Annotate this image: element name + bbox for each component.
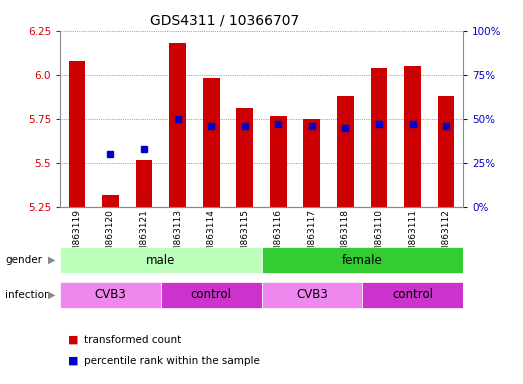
Bar: [303, 119, 320, 207]
Text: male: male: [146, 254, 176, 266]
Text: transformed count: transformed count: [84, 335, 181, 345]
Text: ■: ■: [68, 335, 78, 345]
Bar: [236, 108, 253, 207]
Bar: [102, 195, 119, 207]
Text: infection: infection: [5, 290, 51, 300]
Bar: [337, 96, 354, 207]
Text: gender: gender: [5, 255, 42, 265]
Text: control: control: [392, 288, 433, 301]
Text: CVB3: CVB3: [296, 288, 328, 301]
Bar: [135, 160, 152, 207]
Text: percentile rank within the sample: percentile rank within the sample: [84, 356, 259, 366]
Bar: [404, 66, 421, 207]
Bar: [60, 247, 262, 273]
Bar: [60, 282, 161, 308]
Bar: [169, 43, 186, 207]
Text: ▶: ▶: [48, 290, 55, 300]
Bar: [371, 68, 388, 207]
Bar: [262, 247, 463, 273]
Text: CVB3: CVB3: [95, 288, 127, 301]
Bar: [262, 282, 362, 308]
Text: female: female: [342, 254, 382, 266]
Bar: [438, 96, 454, 207]
Text: control: control: [191, 288, 232, 301]
Text: GDS4311 / 10366707: GDS4311 / 10366707: [150, 13, 300, 27]
Bar: [203, 78, 220, 207]
Bar: [161, 282, 262, 308]
Text: ■: ■: [68, 356, 78, 366]
Bar: [69, 61, 85, 207]
Text: ▶: ▶: [48, 255, 55, 265]
Bar: [270, 116, 287, 207]
Bar: [362, 282, 463, 308]
